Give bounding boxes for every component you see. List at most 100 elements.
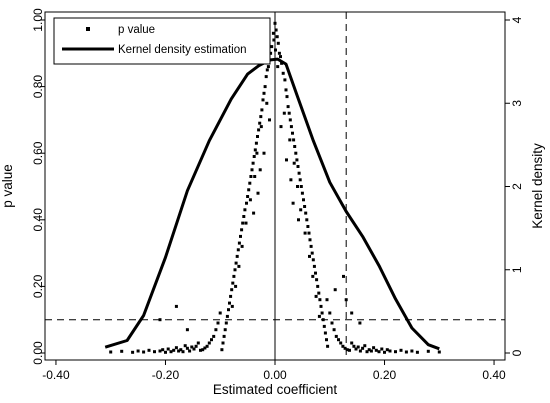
p-value-point xyxy=(275,35,279,39)
p-value-point xyxy=(262,151,266,155)
reference-lines xyxy=(45,12,505,360)
p-value-point xyxy=(263,85,267,89)
p-value-point xyxy=(221,341,225,345)
p-value-point xyxy=(380,347,384,351)
p-value-point xyxy=(303,231,307,235)
p-value-point xyxy=(279,125,283,129)
p-value-point xyxy=(304,211,308,215)
p-value-point xyxy=(257,128,261,132)
p-value-point xyxy=(281,71,285,75)
p-value-point xyxy=(158,318,162,322)
p-value-point xyxy=(308,254,311,258)
p-value-point xyxy=(326,344,330,348)
p-value-point xyxy=(297,218,300,222)
p-value-point xyxy=(233,268,237,272)
p-value-point xyxy=(323,331,327,335)
p-value-point xyxy=(288,138,292,142)
y2-tick-label: 3 xyxy=(510,100,524,107)
p-value-point xyxy=(297,171,301,175)
p-value-point xyxy=(172,348,176,352)
p-value-point xyxy=(142,350,146,354)
p-value-point xyxy=(369,349,373,353)
p-value-point xyxy=(235,254,239,258)
y2-tick-label: 4 xyxy=(510,16,524,23)
p-value-point xyxy=(344,298,348,302)
p-value-point xyxy=(255,151,259,155)
p-value-point xyxy=(294,151,298,155)
p-value-point xyxy=(341,344,345,348)
axes: -0.40 -0.20 0.00 0.20 0.40 0.00 0.20 0.40 0.60 0.… xyxy=(31,8,524,382)
p-value-point xyxy=(288,118,292,122)
p-value-point xyxy=(348,348,351,352)
p-value-point xyxy=(377,350,381,354)
p-value-point xyxy=(309,244,313,248)
p-value-point xyxy=(273,21,277,25)
p-value-point xyxy=(253,175,257,178)
p-value-point xyxy=(415,350,419,354)
p-value-point xyxy=(279,55,282,59)
p-value-point xyxy=(247,188,251,192)
p-value-point xyxy=(147,348,151,352)
p-value-point xyxy=(394,350,397,354)
p-value-point xyxy=(220,348,224,352)
p-value-point xyxy=(174,304,178,308)
p-value-point xyxy=(339,341,343,345)
kernel-density-line xyxy=(104,57,440,351)
legend-label-pvalue: p value xyxy=(118,24,155,36)
p-value-point xyxy=(318,298,322,302)
p-value-point xyxy=(190,345,194,349)
p-value-point xyxy=(312,264,316,268)
p-value-point xyxy=(314,294,318,298)
p-value-point xyxy=(264,75,268,79)
x-tick-label: 0.20 xyxy=(373,368,397,382)
p-value-point xyxy=(289,178,293,182)
p-value-point xyxy=(374,348,378,352)
p-value-point xyxy=(372,346,376,350)
p-value-point xyxy=(136,349,140,353)
p-value-point xyxy=(262,91,266,95)
p-value-point xyxy=(210,338,213,342)
p-value-point xyxy=(365,350,369,354)
p-value-point xyxy=(224,321,228,325)
p-value-point xyxy=(328,311,332,315)
p-value-point xyxy=(316,284,320,288)
p-value-point xyxy=(248,198,252,202)
p-value-point xyxy=(280,61,284,65)
p-value-point xyxy=(296,185,299,188)
p-value-point xyxy=(201,348,205,352)
legend-label-kde: Kernel density estimation xyxy=(118,44,246,56)
p-value-point xyxy=(334,334,338,338)
p-value-point xyxy=(248,181,252,185)
p-value-point xyxy=(306,225,310,228)
p-value-point xyxy=(169,350,173,354)
p-value-point xyxy=(356,345,360,349)
p-value-point xyxy=(244,221,248,225)
p-value-point xyxy=(259,115,263,119)
p-value-point xyxy=(196,341,200,345)
p-value-point xyxy=(237,264,241,268)
p-value-point xyxy=(352,344,356,348)
p-value-point xyxy=(361,346,365,350)
x-axis-title: Estimated coefficient xyxy=(213,382,338,397)
p-value-point xyxy=(242,215,246,218)
p-value-point xyxy=(207,341,211,345)
p-value-point xyxy=(358,349,362,353)
p-value-point xyxy=(218,311,222,315)
p-value-point xyxy=(223,328,227,332)
p-value-point xyxy=(310,251,314,255)
p-value-point xyxy=(179,348,183,352)
p-value-point xyxy=(298,178,302,182)
p-value-point xyxy=(258,168,262,172)
y-axis-title: p value xyxy=(0,164,15,208)
p-value-point xyxy=(404,350,408,354)
y-tick-label: 0.60 xyxy=(31,141,45,165)
y-tick-label: 0.40 xyxy=(31,208,45,232)
p-value-point xyxy=(225,314,229,318)
legend: p value Kernel density estimation xyxy=(53,17,271,65)
x-tick-label: -0.20 xyxy=(152,368,180,382)
p-value-point xyxy=(188,349,192,353)
x-tick-label: 0.40 xyxy=(482,368,506,382)
p-value-point xyxy=(274,28,278,32)
x-tick-label: 0.00 xyxy=(263,368,287,382)
p-value-point xyxy=(256,191,260,195)
